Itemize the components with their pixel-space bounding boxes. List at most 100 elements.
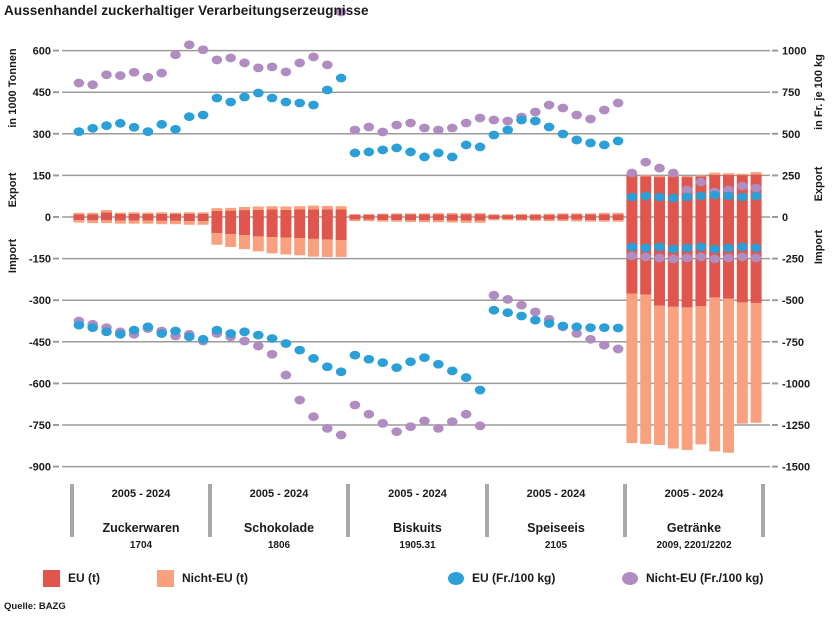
group-separator-tick (623, 484, 627, 537)
bar-import-noneu (432, 220, 444, 223)
price-dot-eu-export (737, 192, 748, 202)
price-dot-eu-export (433, 148, 444, 158)
price-dot-eu-export (115, 118, 126, 128)
right-axis-tick-label: 750 (782, 87, 800, 99)
bar-export-noneu (460, 213, 472, 215)
price-dot-noneu-export (668, 168, 679, 178)
price-dot-eu-export (626, 192, 638, 202)
price-dot-eu-export (599, 140, 610, 150)
bar-import-noneu (280, 237, 292, 255)
legend-label: Nicht-EU (Fr./100 kg) (646, 571, 764, 585)
right-axis-tick-label: -750 (782, 337, 804, 349)
group-name-label: Speiseeis (527, 521, 585, 535)
price-dot-noneu-import (363, 409, 375, 419)
price-dot-eu-export (516, 115, 527, 125)
price-dot-eu-export (363, 147, 375, 157)
bar-import-eu (585, 217, 596, 221)
right-axis-tick-label: -1250 (782, 420, 810, 432)
price-dot-eu-import (599, 323, 610, 333)
price-dot-eu-export (530, 116, 541, 126)
price-dot-noneu-export (266, 62, 278, 72)
price-dot-noneu-import (446, 417, 458, 427)
right-axis-tick-label: 0 (782, 212, 788, 224)
bar-import-noneu (654, 305, 665, 445)
price-dot-eu-import (252, 330, 264, 340)
price-dot-noneu-import (377, 418, 389, 428)
price-dot-eu-export (750, 191, 762, 201)
price-dot-noneu-import (612, 344, 624, 354)
bar-import-noneu (87, 220, 99, 224)
bar-export-noneu (681, 175, 693, 178)
price-dot-noneu-import (737, 252, 748, 262)
bar-export-eu (73, 214, 85, 217)
price-dot-noneu-export (142, 72, 154, 82)
bar-export-eu (280, 209, 292, 217)
bar-import-noneu (183, 221, 195, 225)
bar-import-noneu (142, 220, 154, 224)
price-dot-noneu-export (197, 45, 209, 55)
eu-price-dot-swatch (448, 571, 464, 585)
price-dot-eu-export (156, 119, 167, 129)
price-dot-eu-import (750, 243, 762, 253)
price-dot-eu-export (294, 98, 306, 108)
bar-import-noneu (460, 220, 472, 223)
left-axis-tick-label: -450 (29, 337, 51, 349)
eu-bar-swatch (43, 569, 60, 587)
price-dot-noneu-import (695, 252, 707, 262)
price-dot-noneu-import (571, 329, 582, 338)
bar-export-eu (183, 213, 195, 217)
bar-import-eu (183, 217, 195, 222)
bar-export-eu (239, 210, 250, 217)
bar-export-noneu (750, 172, 762, 175)
bar-export-eu (363, 214, 375, 217)
right-axis-tick-label: 500 (782, 129, 800, 141)
bar-export-eu (488, 215, 500, 217)
bar-import-eu (488, 217, 500, 220)
bar-import-noneu (543, 219, 555, 222)
price-dot-noneu-import (335, 430, 347, 440)
bar-export-noneu (418, 213, 430, 215)
bar-import-eu (557, 217, 569, 220)
price-dot-noneu-export (308, 52, 319, 62)
price-dot-eu-import (681, 243, 693, 253)
bar-export-noneu (197, 212, 209, 214)
price-dot-eu-import (115, 329, 126, 339)
bar-import-eu (170, 217, 181, 221)
group-period-label: 2005 - 2024 (665, 488, 725, 500)
price-dot-noneu-import (419, 416, 430, 426)
price-dot-eu-export (335, 73, 347, 83)
price-dot-noneu-export (502, 116, 513, 126)
bar-export-noneu (142, 212, 154, 214)
price-dot-noneu-import (723, 253, 734, 263)
group-separator-tick (346, 484, 350, 537)
bar-import-noneu (488, 219, 500, 221)
bar-export-noneu (654, 175, 665, 178)
price-dot-eu-export (73, 127, 85, 137)
price-dot-eu-export (557, 129, 569, 139)
bar-import-eu (101, 217, 112, 221)
price-dot-eu-export (460, 140, 472, 150)
bar-import-noneu (709, 297, 721, 452)
price-dot-noneu-export (322, 60, 333, 70)
bar-import-eu (294, 217, 306, 239)
bar-import-noneu (612, 220, 624, 222)
price-dot-eu-import (460, 373, 472, 382)
noneu-bar-swatch (157, 569, 174, 587)
price-dot-eu-export (723, 191, 734, 201)
bar-export-noneu (640, 175, 652, 177)
bar-import-eu (598, 217, 610, 221)
price-dot-eu-import (640, 243, 651, 253)
price-dot-eu-import (419, 353, 430, 363)
bar-import-eu (335, 217, 347, 241)
price-dot-eu-import (101, 327, 112, 337)
price-dot-noneu-export (101, 70, 112, 80)
price-dot-eu-export (709, 190, 720, 200)
bar-import-eu (363, 217, 375, 220)
price-dot-eu-export (349, 148, 361, 158)
price-dot-eu-export (488, 130, 500, 140)
bar-export-noneu (156, 212, 168, 214)
right-axis-tick-label: 250 (782, 170, 800, 182)
price-dot-noneu-export (543, 100, 555, 110)
group-separator-tick (70, 484, 74, 537)
price-dot-noneu-import (502, 294, 513, 304)
